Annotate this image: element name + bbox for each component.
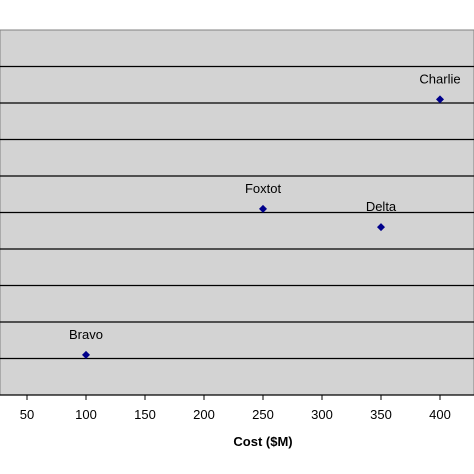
x-tick-label: 200: [193, 407, 215, 422]
x-tick-label: 250: [252, 407, 274, 422]
data-point-marker: [377, 223, 385, 232]
data-point-label: Charlie: [419, 71, 460, 86]
gridlines: [0, 65, 474, 360]
x-tick-label: 350: [370, 407, 392, 422]
x-tick-label: 150: [134, 407, 156, 422]
x-tick-label: 300: [311, 407, 333, 422]
data-point-label: Foxtot: [245, 181, 282, 196]
x-tick-label: 50: [20, 407, 34, 422]
x-tick-label: 400: [429, 407, 451, 422]
data-point-marker: [82, 350, 90, 359]
x-tick-label: 100: [75, 407, 97, 422]
data-point-marker: [436, 95, 444, 104]
data-point-label: Delta: [366, 199, 397, 214]
data-points: Charlie Foxtot Delta Bravo: [69, 71, 461, 359]
data-point-marker: [259, 204, 267, 213]
x-axis-ticks: 50 100 150 200 250 300 350 400: [20, 395, 451, 422]
x-axis-title: Cost ($M): [233, 434, 292, 449]
data-point-label: Bravo: [69, 327, 103, 342]
